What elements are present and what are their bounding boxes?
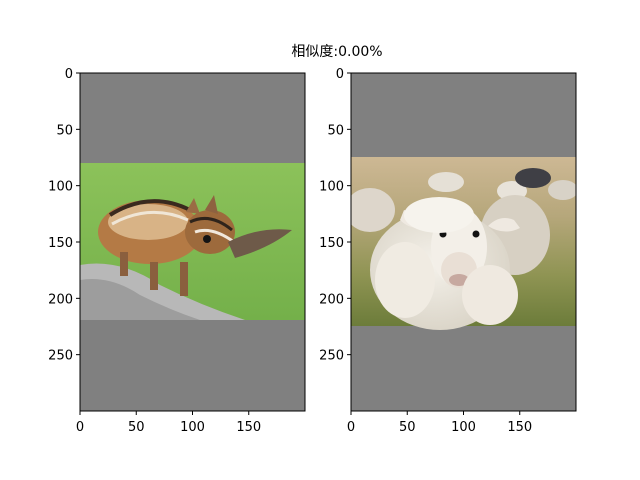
axes-left-ticks: 0 50 100 150 0 50 100 150 200 250 <box>48 67 261 435</box>
y-tick-label: 0 <box>65 67 73 82</box>
axes-right: 0 50 100 150 0 50 100 150 200 250 <box>319 67 577 435</box>
y-tick-label: 250 <box>319 349 344 364</box>
y-tick-label: 150 <box>319 236 344 251</box>
x-tick-label: 100 <box>451 420 476 435</box>
y-tick-label: 50 <box>327 123 344 138</box>
x-tick-label: 50 <box>128 420 145 435</box>
x-tick-label: 100 <box>180 420 205 435</box>
x-tick-label: 0 <box>76 420 84 435</box>
axes-left: 0 50 100 150 0 50 100 150 200 250 <box>48 67 306 435</box>
y-tick-label: 200 <box>319 292 344 307</box>
sheep-photo <box>351 157 576 330</box>
y-tick-label: 50 <box>56 123 73 138</box>
chipmunk-photo <box>80 163 305 320</box>
x-tick-label: 0 <box>347 420 355 435</box>
axes-right-ticks: 0 50 100 150 0 50 100 150 200 250 <box>319 67 532 435</box>
x-tick-label: 150 <box>236 420 261 435</box>
x-tick-label: 50 <box>399 420 416 435</box>
y-tick-label: 250 <box>48 349 73 364</box>
y-tick-label: 0 <box>336 67 344 82</box>
y-tick-label: 200 <box>48 292 73 307</box>
y-tick-label: 100 <box>48 180 73 195</box>
figure-title: 相似度:0.00% <box>291 44 382 60</box>
x-tick-label: 150 <box>507 420 532 435</box>
y-tick-label: 150 <box>48 236 73 251</box>
y-tick-label: 100 <box>319 180 344 195</box>
